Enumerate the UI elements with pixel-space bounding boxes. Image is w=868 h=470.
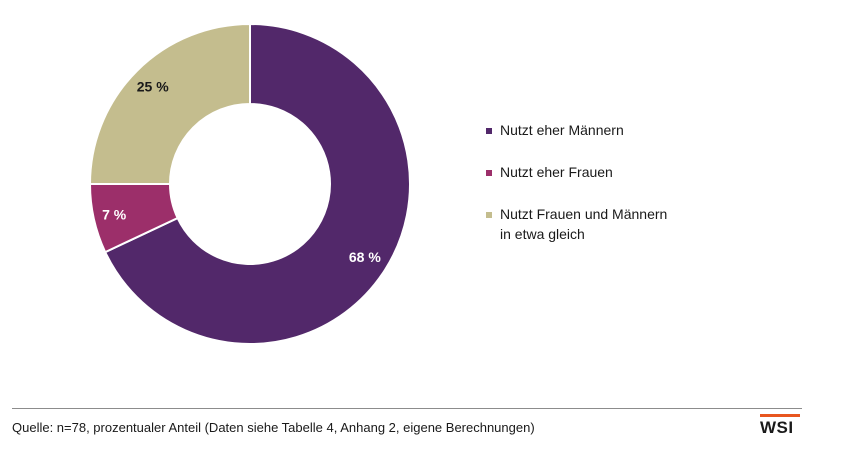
- slice-maenner: [103, 22, 411, 345]
- label-frauen: 7 %: [102, 206, 127, 222]
- wsi-logo: WSI: [760, 414, 800, 437]
- legend-item-frauen: Nutzt eher Frauen: [486, 162, 700, 182]
- source-note: Quelle: n=78, prozentualer Anteil (Daten…: [12, 420, 535, 435]
- legend-label-frauen: Nutzt eher Frauen: [500, 164, 613, 180]
- legend-label-maenner: Nutzt eher Männern: [500, 122, 624, 138]
- legend-swatch-gleich: [486, 212, 492, 218]
- donut-chart: 68 % 7 % 25 %: [88, 22, 411, 345]
- legend-label-gleich-line2: in etwa gleich: [500, 226, 585, 242]
- legend-label-gleich-line1: Nutzt Frauen und Männern: [500, 206, 668, 222]
- legend-item-gleich: Nutzt Frauen und Männern in etwa gleich: [486, 204, 700, 244]
- wsi-logo-bar: [760, 414, 800, 417]
- label-maenner: 68 %: [349, 249, 381, 265]
- footer-divider: [12, 408, 802, 409]
- legend: Nutzt eher Männern Nutzt eher Frauen Nut…: [486, 120, 700, 266]
- legend-swatch-maenner: [486, 128, 492, 134]
- wsi-logo-text: WSI: [760, 418, 794, 437]
- label-gleich: 25 %: [137, 79, 169, 95]
- legend-swatch-frauen: [486, 170, 492, 176]
- slice-gleich: [88, 22, 251, 185]
- legend-item-maenner: Nutzt eher Männern: [486, 120, 700, 140]
